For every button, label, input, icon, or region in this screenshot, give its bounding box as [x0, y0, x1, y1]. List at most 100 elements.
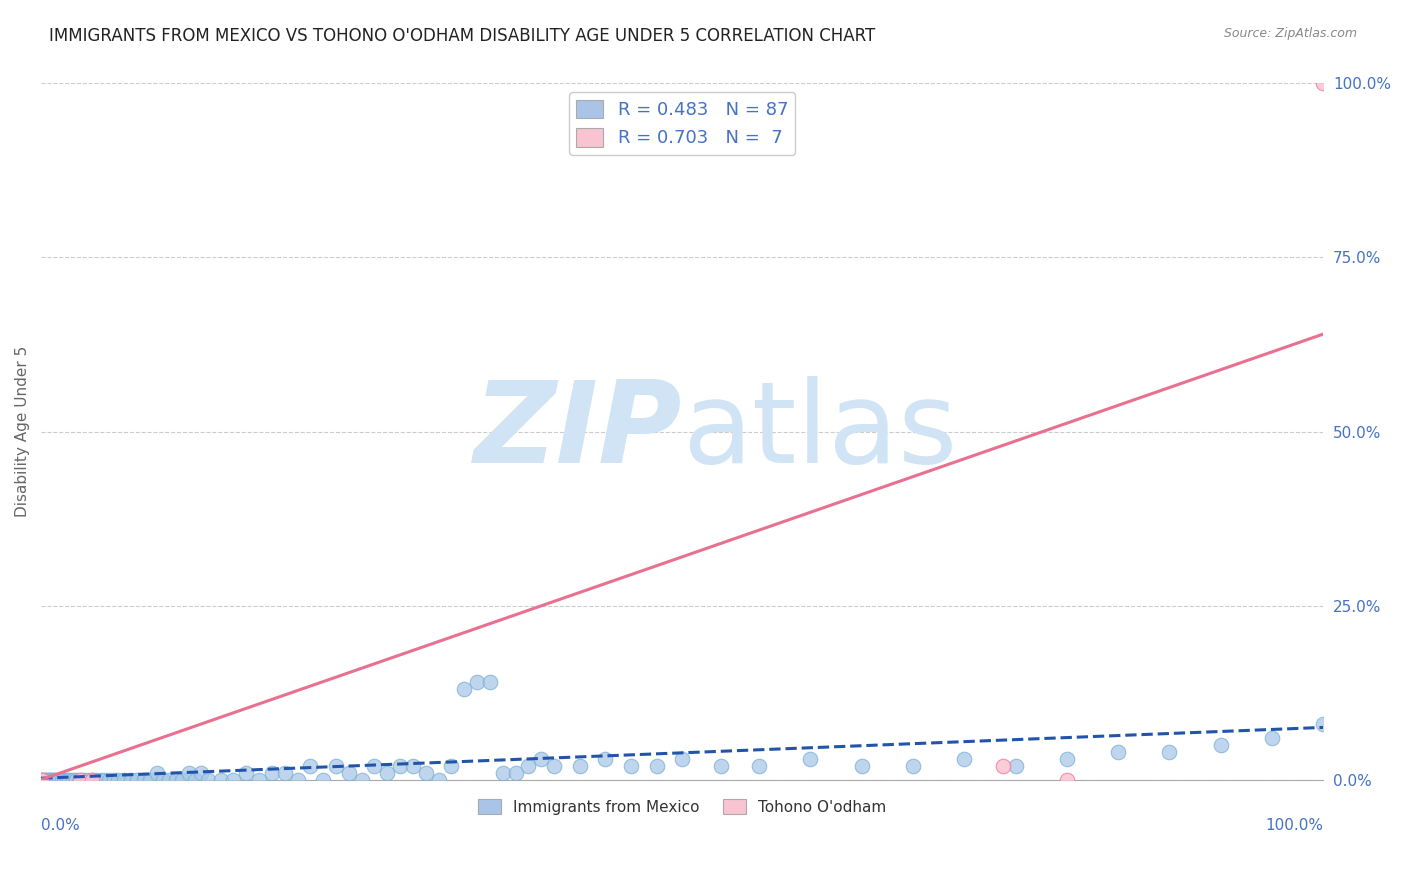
Point: [165, 772, 187, 787]
Point: [375, 765, 398, 780]
Point: [114, 772, 136, 787]
Point: [1056, 752, 1078, 766]
Point: [505, 765, 527, 780]
Legend: Immigrants from Mexico, Tohono O'odham: Immigrants from Mexico, Tohono O'odham: [472, 792, 893, 821]
Point: [31, 772, 53, 787]
Point: [671, 752, 693, 766]
Point: [107, 772, 129, 787]
Point: [620, 758, 643, 772]
Point: [132, 772, 155, 787]
Point: [58, 772, 80, 787]
Point: [991, 758, 1014, 772]
Point: [247, 772, 270, 787]
Point: [415, 765, 437, 780]
Point: [1312, 717, 1334, 731]
Point: [325, 758, 347, 772]
Point: [120, 772, 142, 787]
Point: [402, 758, 425, 772]
Point: [465, 675, 488, 690]
Point: [1107, 745, 1129, 759]
Point: [235, 765, 257, 780]
Text: atlas: atlas: [682, 376, 957, 487]
Point: [98, 772, 121, 787]
Point: [41, 772, 63, 787]
Point: [197, 772, 219, 787]
Point: [127, 772, 149, 787]
Point: [1159, 745, 1181, 759]
Point: [69, 772, 91, 787]
Point: [103, 772, 125, 787]
Point: [222, 772, 245, 787]
Point: [593, 752, 616, 766]
Point: [145, 765, 167, 780]
Point: [35, 772, 58, 787]
Point: [55, 772, 77, 787]
Point: [37, 772, 59, 787]
Point: [38, 772, 60, 787]
Point: [389, 758, 412, 772]
Point: [139, 772, 162, 787]
Point: [82, 772, 104, 787]
Point: [350, 772, 373, 787]
Point: [48, 772, 70, 787]
Point: [799, 752, 821, 766]
Point: [901, 758, 924, 772]
Point: [748, 758, 770, 772]
Point: [710, 758, 733, 772]
Point: [45, 772, 67, 787]
Point: [645, 758, 668, 772]
Point: [62, 772, 84, 787]
Point: [177, 765, 200, 780]
Point: [337, 765, 360, 780]
Point: [42, 772, 65, 787]
Text: 100.0%: 100.0%: [1265, 818, 1323, 833]
Point: [31, 772, 53, 787]
Y-axis label: Disability Age Under 5: Disability Age Under 5: [15, 346, 30, 517]
Point: [363, 758, 385, 772]
Point: [172, 772, 194, 787]
Point: [543, 758, 565, 772]
Point: [32, 772, 55, 787]
Point: [453, 682, 475, 697]
Point: [1261, 731, 1284, 745]
Point: [65, 772, 87, 787]
Point: [568, 758, 591, 772]
Text: 0.0%: 0.0%: [41, 818, 80, 833]
Text: ZIP: ZIP: [474, 376, 682, 487]
Point: [478, 675, 501, 690]
Point: [1004, 758, 1026, 772]
Point: [492, 765, 515, 780]
Point: [274, 765, 297, 780]
Point: [517, 758, 540, 772]
Point: [72, 772, 94, 787]
Point: [84, 772, 107, 787]
Point: [90, 772, 112, 787]
Point: [287, 772, 309, 787]
Point: [39, 772, 62, 787]
Point: [1209, 738, 1232, 752]
Text: IMMIGRANTS FROM MEXICO VS TOHONO O'ODHAM DISABILITY AGE UNDER 5 CORRELATION CHAR: IMMIGRANTS FROM MEXICO VS TOHONO O'ODHAM…: [49, 27, 876, 45]
Point: [30, 772, 52, 787]
Point: [190, 765, 212, 780]
Point: [260, 765, 283, 780]
Point: [953, 752, 976, 766]
Point: [440, 758, 463, 772]
Point: [427, 772, 450, 787]
Point: [299, 758, 322, 772]
Point: [184, 772, 207, 787]
Point: [82, 772, 104, 787]
Point: [209, 772, 232, 787]
Point: [94, 772, 117, 787]
Point: [152, 772, 174, 787]
Text: Source: ZipAtlas.com: Source: ZipAtlas.com: [1223, 27, 1357, 40]
Point: [41, 772, 63, 787]
Point: [530, 752, 553, 766]
Point: [69, 772, 91, 787]
Point: [1312, 77, 1334, 91]
Point: [312, 772, 335, 787]
Point: [851, 758, 873, 772]
Point: [53, 772, 76, 787]
Point: [76, 772, 98, 787]
Point: [34, 772, 56, 787]
Point: [1056, 772, 1078, 787]
